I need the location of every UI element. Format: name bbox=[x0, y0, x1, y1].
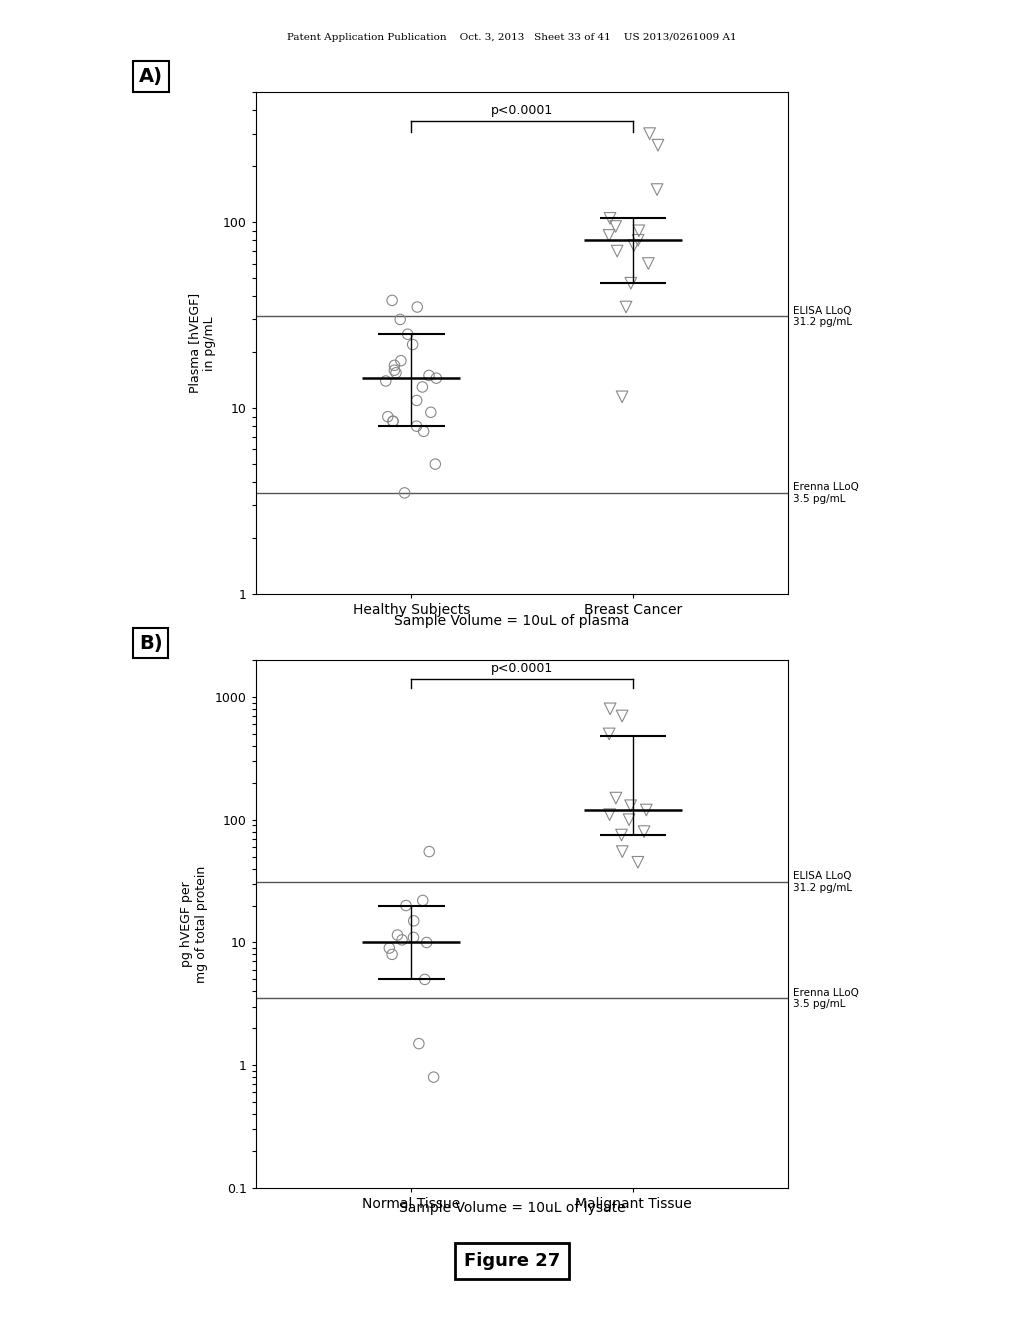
Point bbox=[414, 376, 430, 397]
Point bbox=[392, 309, 409, 330]
Point bbox=[650, 135, 667, 156]
Point bbox=[397, 895, 414, 916]
Point bbox=[415, 890, 431, 911]
Text: Figure 27: Figure 27 bbox=[464, 1251, 560, 1270]
Point bbox=[385, 411, 401, 432]
Point bbox=[614, 705, 631, 726]
Point bbox=[630, 230, 646, 251]
Point bbox=[385, 411, 401, 432]
Point bbox=[386, 355, 402, 376]
Point bbox=[601, 804, 617, 825]
Y-axis label: Plasma [hVEGF]
in pg/mL: Plasma [hVEGF] in pg/mL bbox=[188, 293, 216, 393]
Point bbox=[623, 795, 639, 816]
Point bbox=[621, 809, 637, 830]
Point bbox=[423, 401, 439, 422]
Point bbox=[638, 800, 654, 821]
Point bbox=[380, 407, 396, 428]
Point bbox=[607, 216, 624, 238]
Point bbox=[640, 253, 656, 275]
Point bbox=[404, 334, 421, 355]
Point bbox=[601, 723, 617, 744]
Text: Patent Application Publication    Oct. 3, 2013   Sheet 33 of 41    US 2013/02610: Patent Application Publication Oct. 3, 2… bbox=[287, 33, 737, 42]
Text: p<0.0001: p<0.0001 bbox=[492, 661, 553, 675]
Point bbox=[641, 123, 657, 144]
Point bbox=[649, 180, 666, 201]
Point bbox=[623, 273, 639, 294]
Point bbox=[421, 841, 437, 862]
Point bbox=[617, 297, 634, 318]
Point bbox=[388, 362, 404, 383]
Point bbox=[389, 924, 406, 945]
Point bbox=[381, 937, 397, 958]
Text: Sample Volume = 10uL of lysate: Sample Volume = 10uL of lysate bbox=[398, 1201, 626, 1216]
Point bbox=[394, 929, 411, 950]
Point bbox=[409, 297, 425, 318]
Point bbox=[399, 323, 416, 345]
Point bbox=[614, 387, 631, 408]
Text: p<0.0001: p<0.0001 bbox=[492, 104, 553, 117]
Point bbox=[425, 1067, 441, 1088]
Point bbox=[613, 825, 630, 846]
Point bbox=[411, 1034, 427, 1055]
Point bbox=[406, 927, 422, 948]
Point bbox=[396, 482, 413, 503]
Point bbox=[416, 421, 432, 442]
Point bbox=[386, 359, 402, 380]
Point bbox=[602, 698, 618, 719]
Point bbox=[409, 416, 425, 437]
Point bbox=[417, 969, 433, 990]
Point bbox=[406, 911, 422, 932]
Text: B): B) bbox=[139, 634, 163, 652]
Point bbox=[609, 240, 626, 261]
Point bbox=[427, 454, 443, 475]
Point bbox=[384, 290, 400, 312]
Point bbox=[421, 364, 437, 385]
Point bbox=[636, 821, 652, 842]
Text: Sample Volume = 10uL of plasma: Sample Volume = 10uL of plasma bbox=[394, 614, 630, 628]
Point bbox=[419, 932, 435, 953]
Point bbox=[631, 220, 647, 242]
Point bbox=[601, 224, 617, 246]
Point bbox=[378, 371, 394, 392]
Text: ELISA LLoQ
31.2 pg/mL: ELISA LLoQ 31.2 pg/mL bbox=[793, 871, 852, 892]
Point bbox=[392, 350, 409, 371]
Y-axis label: pg hVEGF per
mg of total protein: pg hVEGF per mg of total protein bbox=[180, 866, 208, 982]
Point bbox=[602, 207, 618, 228]
Point bbox=[626, 235, 642, 256]
Text: Erenna LLoQ
3.5 pg/mL: Erenna LLoQ 3.5 pg/mL bbox=[793, 482, 859, 504]
Point bbox=[384, 944, 400, 965]
Point bbox=[428, 367, 444, 388]
Point bbox=[409, 389, 425, 411]
Point bbox=[630, 851, 646, 873]
Text: A): A) bbox=[139, 67, 163, 86]
Point bbox=[614, 841, 631, 862]
Text: ELISA LLoQ
31.2 pg/mL: ELISA LLoQ 31.2 pg/mL bbox=[793, 305, 852, 327]
Point bbox=[607, 788, 624, 809]
Text: Erenna LLoQ
3.5 pg/mL: Erenna LLoQ 3.5 pg/mL bbox=[793, 987, 859, 1010]
